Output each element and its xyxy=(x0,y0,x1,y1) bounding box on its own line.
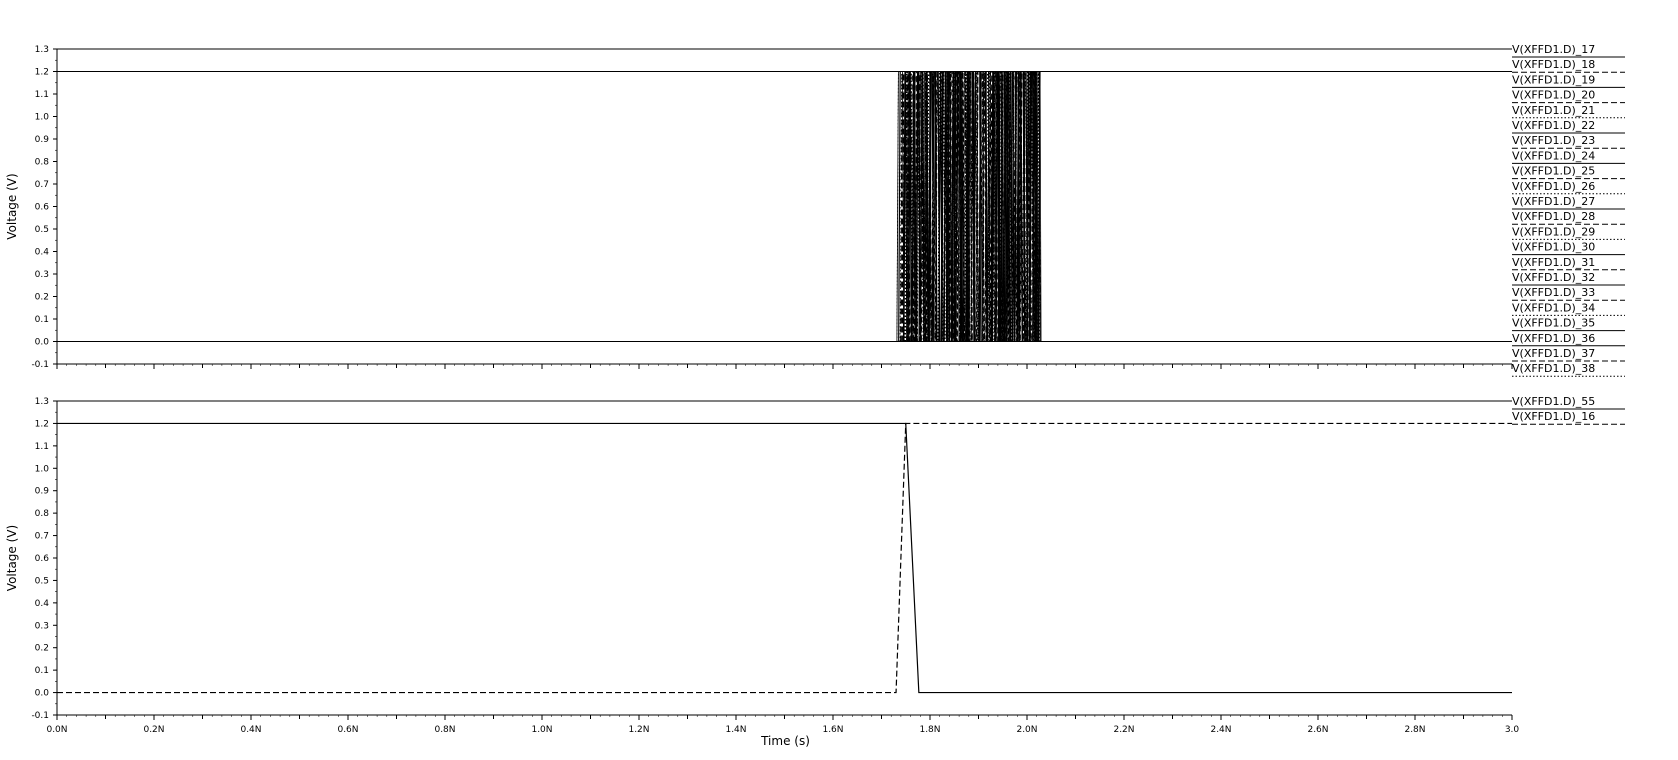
y-tick-label: 0.2 xyxy=(35,293,49,303)
x-tick-label: 1.6N xyxy=(822,725,843,735)
x-tick-label: 0.8N xyxy=(434,725,455,735)
y-tick-label: 0.5 xyxy=(35,225,49,235)
legend-label: V(XFFD1.D)_30 xyxy=(1512,241,1595,254)
y-tick-label: 0.7 xyxy=(35,180,49,190)
legend-label: V(XFFD1.D)_29 xyxy=(1512,225,1595,238)
x-tick-label: 2.6N xyxy=(1307,725,1328,735)
y-tick-label: 0.9 xyxy=(35,487,50,497)
x-tick-label: 1.8N xyxy=(919,725,940,735)
series-trace-13 xyxy=(904,71,1041,342)
traces xyxy=(57,71,1512,342)
y-tick-label: 0.7 xyxy=(35,532,49,542)
x-tick-label: 2.2N xyxy=(1113,725,1134,735)
y-tick-label: 0.1 xyxy=(35,315,49,325)
legend-label: V(XFFD1.D)_35 xyxy=(1512,317,1595,330)
y-tick-label: 0.9 xyxy=(35,135,50,145)
x-tick-label: 1.0N xyxy=(531,725,552,735)
y-tick-label: 0.3 xyxy=(35,270,49,280)
y-tick-label: 0.6 xyxy=(35,203,50,213)
y-tick-label: 0.0 xyxy=(35,338,50,348)
y-tick-label: 1.0 xyxy=(35,113,50,123)
legend-label: V(XFFD1.D)_32 xyxy=(1512,271,1595,284)
legend-label: V(XFFD1.D)_23 xyxy=(1512,134,1595,147)
x-tick-label: 2.4N xyxy=(1210,725,1231,735)
x-axis-title: Time (s) xyxy=(760,734,810,748)
x-tick-label: 1.2N xyxy=(628,725,649,735)
y-axis-title: Voltage (V) xyxy=(5,525,19,591)
legend-label: V(XFFD1.D)_55 xyxy=(1512,395,1595,408)
x-tick-label: 2.8N xyxy=(1404,725,1425,735)
x-tick-label: 3.0 xyxy=(1505,725,1520,735)
y-tick-label: 1.1 xyxy=(35,90,49,100)
legend-label: V(XFFD1.D)_20 xyxy=(1512,89,1595,102)
y-tick-label: 1.2 xyxy=(35,419,49,429)
x-tick-label: 1.4N xyxy=(725,725,746,735)
x-tick-label: 2.0N xyxy=(1016,725,1037,735)
legend-label: V(XFFD1.D)_31 xyxy=(1512,256,1595,269)
series-trace-22 xyxy=(896,71,1036,342)
x-tick-label: 0.4N xyxy=(240,725,261,735)
legend-label: V(XFFD1.D)_19 xyxy=(1512,73,1595,86)
y-tick-label: 0.4 xyxy=(35,248,50,258)
legend-label: V(XFFD1.D)_27 xyxy=(1512,195,1595,208)
legend-label: V(XFFD1.D)_17 xyxy=(1512,43,1595,56)
legend-label: V(XFFD1.D)_24 xyxy=(1512,149,1595,162)
legend-label: V(XFFD1.D)_16 xyxy=(1512,410,1595,423)
y-tick-label: 1.0 xyxy=(35,464,50,474)
legend-label: V(XFFD1.D)_34 xyxy=(1512,301,1595,314)
y-tick-label: 0.8 xyxy=(35,509,50,519)
x-tick-label: 0.0N xyxy=(46,725,67,735)
legend-label: V(XFFD1.D)_36 xyxy=(1512,332,1595,345)
y-tick-label: -0.1 xyxy=(31,360,49,370)
y-tick-label: 0.1 xyxy=(35,666,49,676)
series-trace-1 xyxy=(57,422,1512,694)
y-tick-label: 0.4 xyxy=(35,599,50,609)
x-tick-label: 0.2N xyxy=(143,725,164,735)
y-tick-label: 0.6 xyxy=(35,554,50,564)
legend-label: V(XFFD1.D)_22 xyxy=(1512,119,1595,132)
legend-label: V(XFFD1.D)_38 xyxy=(1512,362,1595,375)
y-tick-label: 0.2 xyxy=(35,644,49,654)
top-plot-panel: 1.3 1.2 1.1 1.0 0.9 0.8 0.7 0.6 0.5 0.4 0.3 0.2 0.1 0… xyxy=(5,43,1625,377)
legend-label: V(XFFD1.D)_26 xyxy=(1512,180,1595,193)
series-trace-21 xyxy=(910,71,1042,342)
y-tick-label: 0.5 xyxy=(35,576,49,586)
traces xyxy=(57,422,1512,694)
legend-label: V(XFFD1.D)_21 xyxy=(1512,104,1595,117)
y-tick-label: 0.3 xyxy=(35,621,49,631)
y-tick-label: 0.0 xyxy=(35,689,50,699)
legend-label: V(XFFD1.D)_18 xyxy=(1512,58,1595,71)
legend-label: V(XFFD1.D)_33 xyxy=(1512,286,1595,299)
y-tick-label: 1.3 xyxy=(35,45,49,55)
legend-label: V(XFFD1.D)_28 xyxy=(1512,210,1595,223)
x-tick-label: 0.6N xyxy=(337,725,358,735)
y-tick-label: 1.1 xyxy=(35,442,49,452)
series-trace-2 xyxy=(57,422,1512,694)
bottom-plot-panel: 1.3 1.2 1.1 1.0 0.9 0.8 0.7 0.6 0.5 0.4 0.3 0.2 0.1 0… xyxy=(5,395,1625,748)
y-tick-label: 1.3 xyxy=(35,397,49,407)
y-tick-label: 0.8 xyxy=(35,158,50,168)
y-axis-title: Voltage (V) xyxy=(5,173,19,239)
y-tick-label: -0.1 xyxy=(31,711,49,721)
y-tick-label: 1.2 xyxy=(35,68,49,78)
legend-label: V(XFFD1.D)_25 xyxy=(1512,165,1595,178)
legend-label: V(XFFD1.D)_37 xyxy=(1512,347,1595,360)
